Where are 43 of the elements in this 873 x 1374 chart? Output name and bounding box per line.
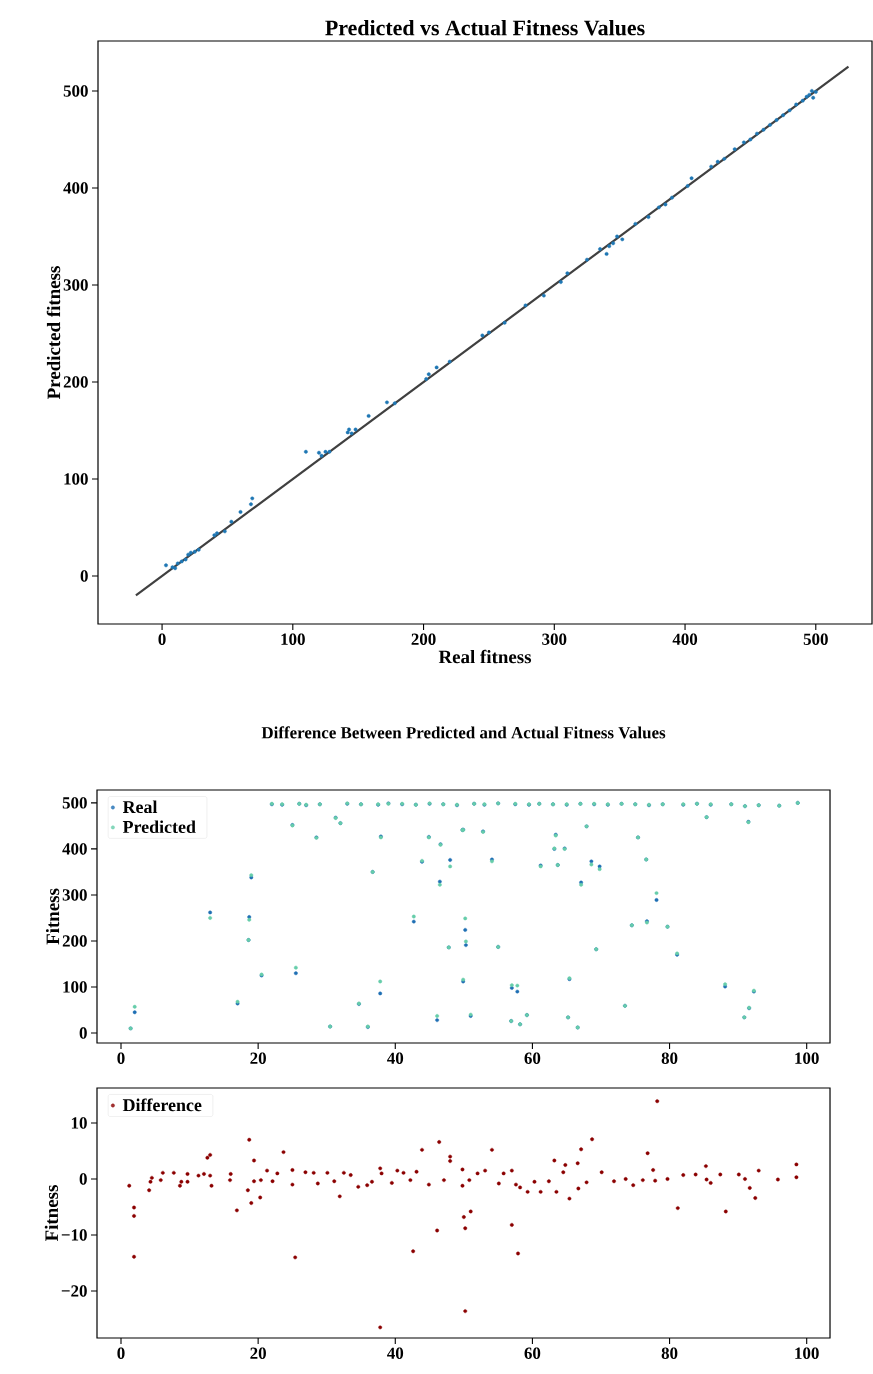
y-tick-label: −20 xyxy=(61,1285,87,1297)
x-tick-label: 20 xyxy=(250,1347,266,1359)
y-tick-label: 100 xyxy=(63,981,87,993)
y-tick-label: 300 xyxy=(62,889,87,901)
x-tick-label: 100 xyxy=(795,1052,819,1064)
x-tick-label: 100 xyxy=(795,1347,819,1359)
y-tick-label: 500 xyxy=(62,797,87,809)
y-axis-title: Fitness xyxy=(44,1185,59,1242)
y-axis-title: Fitness xyxy=(45,888,60,945)
x-tick-label: 100 xyxy=(281,633,305,645)
y-tick-label: 10 xyxy=(71,1117,87,1129)
y-tick-label: 500 xyxy=(63,85,88,97)
y-tick-label: 0 xyxy=(79,1173,87,1185)
x-tick-label: 400 xyxy=(672,633,698,645)
chart-title: Predicted vs Actual Fitness Values xyxy=(325,19,645,36)
legend-label: Real xyxy=(122,800,158,814)
x-tick-label: 60 xyxy=(524,1347,541,1359)
y-tick-label: −10 xyxy=(61,1229,87,1241)
x-tick-label: 60 xyxy=(524,1052,541,1064)
chart-title: Difference Between Predicted and Actual Fitness Values xyxy=(261,726,666,739)
x-tick-label: 80 xyxy=(661,1052,678,1064)
y-tick-label: 400 xyxy=(63,182,88,194)
y-tick-label: 0 xyxy=(79,1027,87,1039)
x-tick-label: 500 xyxy=(803,633,828,645)
x-tick-label: 300 xyxy=(542,633,567,645)
x-tick-label: 40 xyxy=(387,1052,404,1064)
y-tick-label: 400 xyxy=(62,843,87,855)
y-tick-label: 0 xyxy=(80,570,88,582)
y-tick-label: 100 xyxy=(64,473,88,485)
y-axis-title: Predicted fitness xyxy=(46,266,61,400)
x-tick-label: 80 xyxy=(661,1347,678,1359)
y-tick-label: 300 xyxy=(63,279,88,291)
x-tick-label: 20 xyxy=(250,1052,266,1064)
legend-label: Predicted xyxy=(122,820,196,834)
legend-label: Difference xyxy=(122,1098,202,1112)
y-tick-label: 200 xyxy=(63,376,88,388)
x-tick-label: 40 xyxy=(387,1347,404,1359)
x-tick-label: 0 xyxy=(117,1052,125,1064)
x-tick-label: 0 xyxy=(117,1347,125,1359)
x-tick-label: 0 xyxy=(158,633,166,645)
x-tick-label: 200 xyxy=(411,633,436,645)
x-axis-title: Real fitness xyxy=(438,649,532,664)
y-tick-label: 200 xyxy=(62,935,87,947)
